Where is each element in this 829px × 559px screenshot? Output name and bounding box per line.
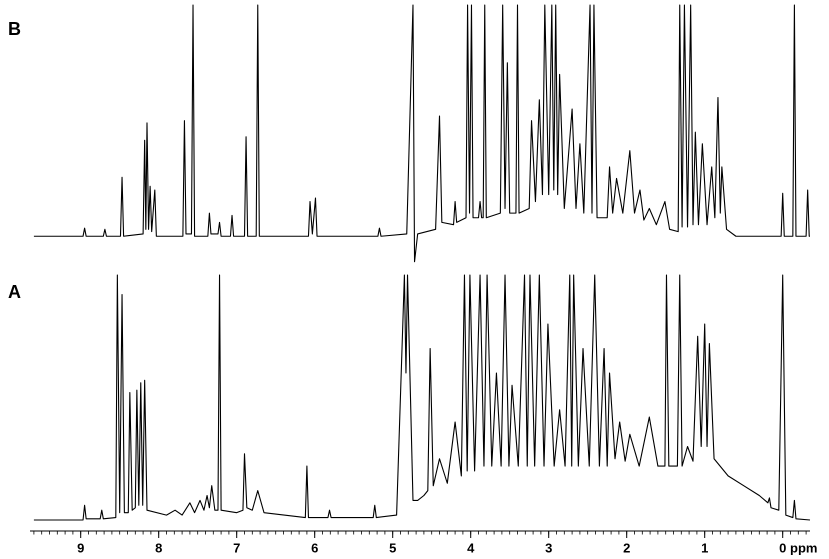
x-tick-label: 7 [233,540,240,555]
x-tick-label: 6 [311,540,318,555]
x-tick-label: 3 [545,540,552,555]
x-tick-label: 5 [389,540,396,555]
x-tick-label: 1 [701,540,708,555]
x-tick-label: 4 [467,540,475,555]
x-axis-label: ppm [790,540,817,555]
x-tick-label: 0 [779,540,786,555]
spectrum-line [33,274,811,521]
spectrum-line [33,4,810,263]
panel-label: A [8,282,21,302]
x-tick-label: 8 [155,540,162,555]
x-tick-label: 2 [623,540,630,555]
panel-label: B [8,19,21,39]
x-tick-label: 9 [77,540,84,555]
